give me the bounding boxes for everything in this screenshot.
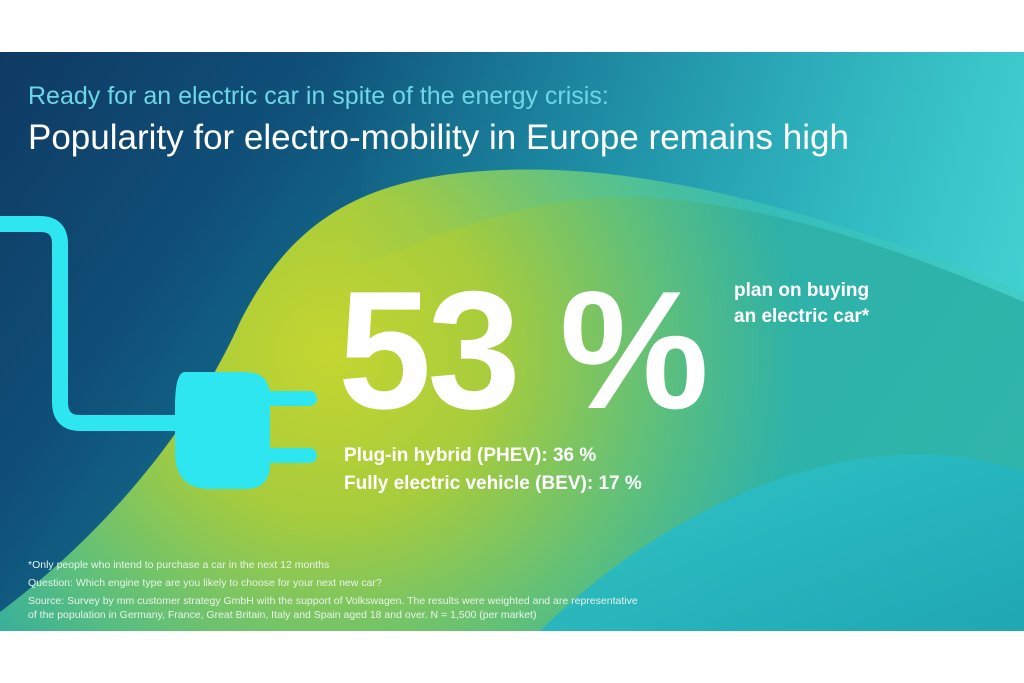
footnotes: *Only people who intend to purchase a ca… <box>28 558 638 622</box>
infographic-panel: Ready for an electric car in spite of th… <box>0 52 1024 631</box>
light-wave <box>330 52 1024 302</box>
breakdown-list: Plug-in hybrid (PHEV): 36 % Fully electr… <box>344 442 642 498</box>
background-graphic <box>0 52 1024 631</box>
subtitle: Ready for an electric car in spite of th… <box>28 82 609 110</box>
electric-plug-icon <box>175 372 317 489</box>
page-title: Popularity for electro-mobility in Europ… <box>28 118 849 157</box>
caption-line-1: plan on buying <box>734 280 870 301</box>
bev-stat: Fully electric vehicle (BEV): 17 % <box>344 473 642 494</box>
footnote-source-line-1: Source: Survey by mm customer strategy G… <box>28 595 638 607</box>
phev-stat: Plug-in hybrid (PHEV): 36 % <box>344 445 597 466</box>
teal-wave <box>540 454 1024 631</box>
caption-line-2: an electric car* <box>734 306 870 327</box>
footnote-source-line-2: of the population in Germany, France, Gr… <box>28 609 537 621</box>
headline-percentage: 53 % <box>338 256 709 444</box>
footnote-asterisk: *Only people who intend to purchase a ca… <box>28 559 330 571</box>
headline-caption: plan on buying an electric car* <box>734 278 869 330</box>
footnote-question: Question: Which engine type are you like… <box>28 577 382 589</box>
cable-line <box>0 216 200 431</box>
